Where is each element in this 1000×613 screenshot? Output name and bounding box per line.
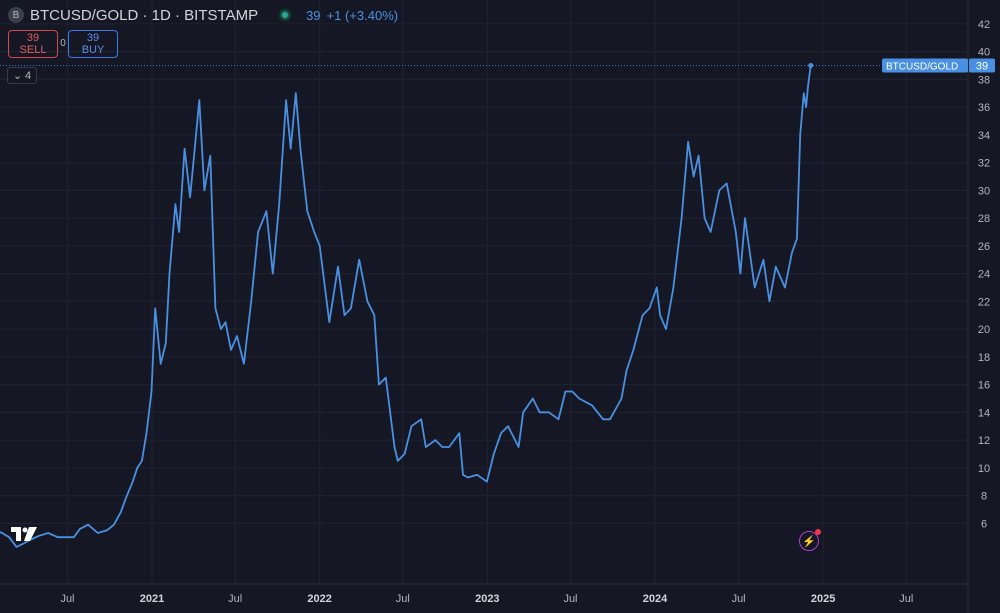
x-tick-label: Jul <box>899 593 913 605</box>
y-tick-label: 22 <box>978 296 990 308</box>
series-line <box>0 65 812 548</box>
x-tick-label: 2025 <box>811 593 835 605</box>
chart-grid <box>0 0 968 584</box>
x-tick-label: 2022 <box>307 593 331 605</box>
x-tick-label: Jul <box>396 593 410 605</box>
last-price-tag: 39 <box>976 60 988 72</box>
last-point <box>808 62 814 68</box>
buy-label: BUY <box>81 44 105 56</box>
indicator-count: 4 <box>25 69 32 82</box>
y-tick-label: 8 <box>981 491 987 503</box>
series-name-tag: BTCUSD/GOLD <box>886 61 958 72</box>
y-tick-label: 16 <box>978 380 990 392</box>
symbol-header[interactable]: B BTCUSD/GOLD · 1D · BITSTAMP 39 +1 (+3.… <box>8 4 398 26</box>
last-price: 39 <box>306 7 321 23</box>
sell-button[interactable]: 39 SELL <box>8 30 58 58</box>
sell-label: SELL <box>19 44 47 56</box>
y-tick-label: 12 <box>978 435 990 447</box>
price-change: +1 (+3.40%) <box>326 7 399 23</box>
y-tick-label: 26 <box>978 241 990 253</box>
x-tick-label: Jul <box>732 593 746 605</box>
x-tick-label: 2024 <box>643 593 668 605</box>
y-tick-label: 18 <box>978 352 990 364</box>
y-tick-label: 30 <box>978 185 990 197</box>
y-tick-label: 10 <box>978 463 990 475</box>
x-tick-label: 2021 <box>140 593 164 605</box>
y-tick-label: 36 <box>978 102 990 114</box>
y-tick-label: 40 <box>978 47 990 59</box>
market-status-icon[interactable] <box>278 8 293 22</box>
x-tick-label: 2023 <box>475 593 499 605</box>
indicators-collapse-button[interactable]: ⌄ 4 <box>7 67 37 84</box>
series-name-tag-bg <box>882 58 968 73</box>
y-tick-label: 38 <box>978 74 990 86</box>
y-axis[interactable]: 6 8 10 12 14 16 18 20 22 24 26 28 30 32 34 36 38 40 42 <box>978 19 990 530</box>
bitcoin-icon: B <box>8 7 24 23</box>
y-tick-label: 20 <box>978 324 990 336</box>
spread-value: 0 <box>60 38 66 49</box>
y-tick-label: 42 <box>978 19 990 31</box>
last-price-tag-bg <box>969 58 995 73</box>
tradingview-logo[interactable] <box>10 525 40 543</box>
chevron-down-icon: ⌄ <box>12 70 23 82</box>
sell-price: 39 <box>26 32 40 44</box>
y-tick-label: 34 <box>978 130 990 142</box>
x-tick-label: Jul <box>563 593 577 605</box>
y-tick-label: 24 <box>978 269 990 281</box>
x-tick-label: Jul <box>60 593 74 605</box>
x-tick-label: Jul <box>228 593 242 605</box>
last-price-tags: BTCUSD/GOLD 39 <box>882 58 995 73</box>
y-tick-label: 32 <box>978 158 990 170</box>
y-tick-label: 14 <box>978 407 990 419</box>
y-tick-label: 6 <box>981 518 987 530</box>
buy-button[interactable]: 39 BUY <box>68 30 118 58</box>
lightning-icon[interactable]: ⚡ <box>799 529 821 551</box>
x-axis[interactable]: Jul 2021 Jul 2022 Jul 2023 Jul 2024 Jul 2025 Jul <box>60 593 913 605</box>
buy-price: 39 <box>86 32 100 44</box>
symbol-title[interactable]: BTCUSD/GOLD · 1D · BITSTAMP <box>30 6 259 24</box>
y-tick-label: 28 <box>978 213 990 225</box>
